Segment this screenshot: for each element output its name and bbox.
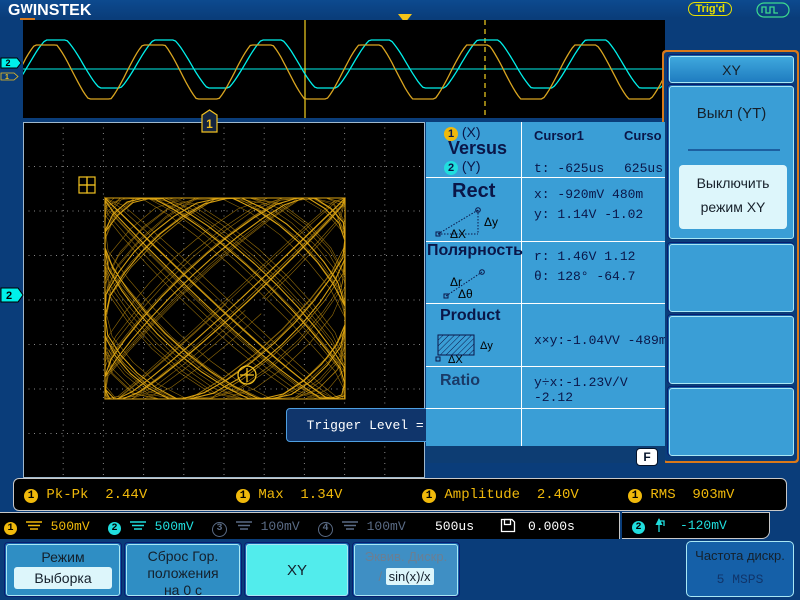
svg-text:1: 1 — [206, 117, 213, 131]
svg-text:2: 2 — [6, 290, 12, 302]
svg-text:Δy: Δy — [480, 340, 493, 352]
svg-text:1: 1 — [5, 74, 9, 81]
svg-text:2: 2 — [5, 58, 10, 68]
svg-text:Δθ: Δθ — [458, 287, 473, 300]
svg-text:ΔX: ΔX — [448, 354, 463, 363]
svg-text:ΔX: ΔX — [450, 227, 466, 238]
svg-text:Δy: Δy — [484, 215, 498, 229]
